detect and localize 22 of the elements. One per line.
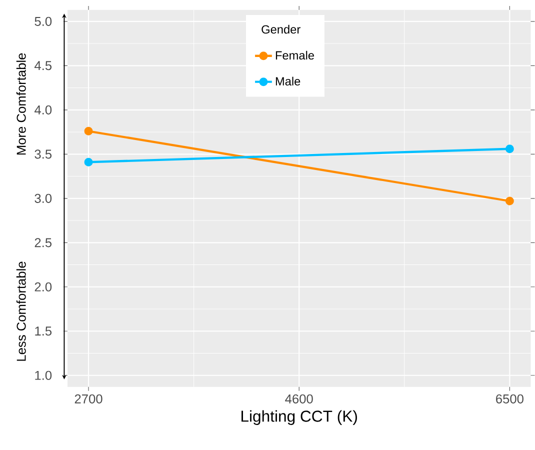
text: Less Comfortable xyxy=(16,262,26,361)
y-tick-label: 1.5 xyxy=(35,326,52,336)
point xyxy=(505,144,514,153)
point xyxy=(84,158,93,166)
y-tick-label: 5.0 xyxy=(34,16,52,26)
point xyxy=(505,196,514,206)
text: More Comfortable xyxy=(16,53,26,154)
x-tick-label: 6500 xyxy=(496,394,524,404)
legend-label: Female xyxy=(276,50,314,60)
x-tick-label: 4600 xyxy=(285,394,313,404)
legend-label: Male xyxy=(276,76,300,86)
point xyxy=(84,126,93,136)
y-tick-label: 3.0 xyxy=(34,194,52,203)
x-axis-title: Lighting CCT (K) xyxy=(242,410,357,425)
y-tick-label: 1.0 xyxy=(35,370,52,380)
y-tick-label: 4.5 xyxy=(34,60,52,70)
y-tick-label: 2.5 xyxy=(34,238,52,248)
legend-title: Gender xyxy=(262,24,300,34)
y-tick-label: 3.5 xyxy=(34,149,52,159)
y-tick-label: 4.0 xyxy=(34,105,52,114)
x-tick-label: 2700 xyxy=(74,394,102,404)
y-tick-label: 2.0 xyxy=(34,282,52,292)
